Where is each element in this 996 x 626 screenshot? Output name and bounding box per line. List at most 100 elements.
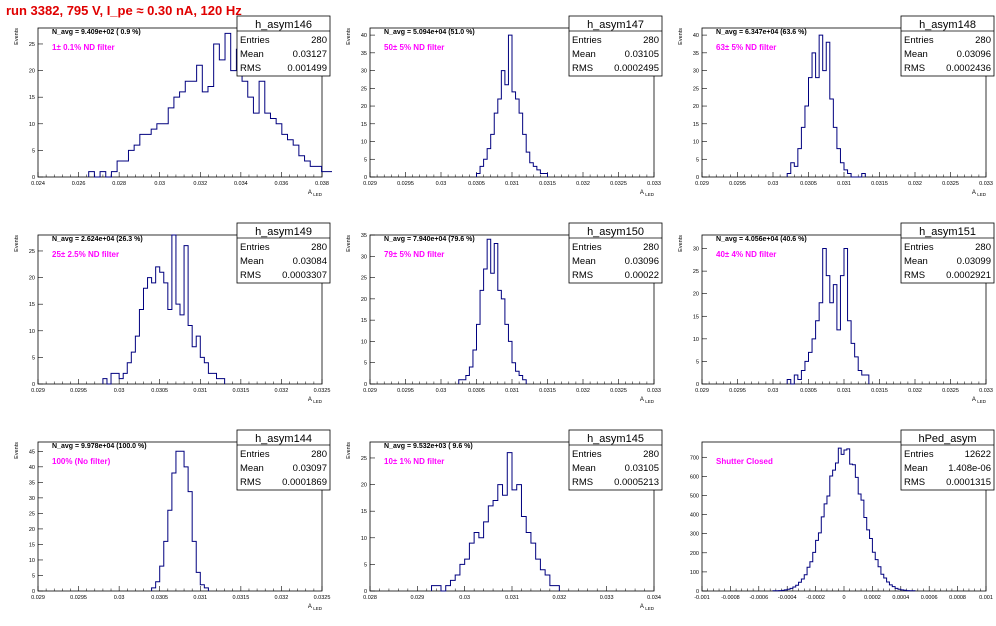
- x-tick-label: -0.001: [694, 595, 710, 601]
- x-tick-label: 0.032: [275, 388, 289, 394]
- stats-label: Entries: [240, 35, 270, 46]
- x-tick-label: 0.03: [768, 388, 779, 394]
- y-tick-label: 0: [364, 589, 367, 595]
- stats-value: 0.0005213: [614, 477, 659, 488]
- stats-box: h_asym148 Entries 280 Mean 0.03096 RMS 0.00024…: [900, 15, 995, 77]
- y-tick-label: 10: [361, 536, 367, 542]
- x-axis-title: A LED: [308, 190, 323, 197]
- stats-box-frame: [236, 429, 331, 491]
- x-tick-label: 0.031: [837, 181, 851, 187]
- stats-box-frame: [568, 222, 663, 284]
- histogram-svg: 0.029 0.0295 0.03 0.0305 0.031 0.0315 0.032 0.0…: [14, 222, 331, 404]
- y-tick-label: 20: [361, 104, 367, 110]
- y-tick-label: 40: [693, 33, 699, 39]
- y-tick-label: 20: [29, 527, 35, 533]
- histogram-name: h_asym144: [255, 433, 312, 445]
- x-tick-label: 0.0325: [610, 388, 627, 394]
- stats-value: 280: [643, 242, 659, 253]
- stats-value: 280: [975, 242, 991, 253]
- stats-label: Entries: [904, 449, 934, 460]
- stats-value: 280: [311, 449, 327, 460]
- y-tick-label: 45: [29, 449, 35, 455]
- histogram-svg: 0.029 0.0295 0.03 0.0305 0.031 0.0315 0.032 0.0…: [678, 222, 995, 404]
- stats-value: 0.0002921: [946, 270, 991, 281]
- run-title: run 3382, 795 V, I_pe ≈ 0.30 nA, 120 Hz: [6, 3, 242, 18]
- stats-box-frame: [568, 429, 663, 491]
- navg-label: N_avg = 9.978e+04 (100.0 %): [52, 443, 147, 450]
- x-axis-title: A LED: [308, 604, 323, 611]
- stats-value: 0.03099: [957, 256, 991, 267]
- stats-label: RMS: [572, 477, 593, 488]
- stats-value: 280: [311, 35, 327, 46]
- y-axis-title: Events: [678, 235, 684, 252]
- plot-frame: [37, 441, 323, 592]
- y-tick-label: 25: [361, 86, 367, 92]
- x-tick-label: 0.034: [234, 181, 248, 187]
- stats-box: hPed_asym Entries 12622 Mean 1.408e-06 RMS 0.0…: [900, 429, 995, 491]
- x-tick-label: 0.0002: [864, 595, 881, 601]
- stats-label: Entries: [904, 35, 934, 46]
- x-tick-label: 0.0305: [800, 388, 817, 394]
- x-tick-label: 0.0325: [314, 388, 331, 394]
- x-tick-label: 0.031: [505, 181, 519, 187]
- x-tick-label: 0.03: [459, 595, 470, 601]
- stats-label: Entries: [572, 449, 602, 460]
- y-tick-label: 0: [32, 175, 35, 181]
- y-axis-title: Events: [14, 235, 20, 252]
- x-tick-label: 0.033: [979, 388, 993, 394]
- x-tick-label: 0.03: [114, 388, 125, 394]
- y-tick-label: 10: [29, 329, 35, 335]
- x-tick-label: 0.036: [275, 181, 289, 187]
- x-tick-label: 0.029: [31, 595, 45, 601]
- stats-label: Mean: [240, 256, 264, 267]
- y-tick-label: 600: [690, 474, 699, 480]
- y-tick-label: 0: [364, 175, 367, 181]
- stats-label: Mean: [904, 463, 928, 474]
- x-tick-label: 0.0305: [151, 388, 168, 394]
- x-tick-label: 0.03: [436, 388, 447, 394]
- stats-label: Mean: [240, 49, 264, 60]
- x-tick-label: 0.032: [193, 181, 207, 187]
- stats-value: 280: [311, 242, 327, 253]
- histogram-bins: [476, 34, 548, 177]
- filter-label: 79± 5% ND filter: [384, 250, 444, 259]
- histogram-bins: [458, 238, 527, 384]
- y-tick-label: 30: [693, 69, 699, 75]
- y-tick-label: 20: [29, 69, 35, 75]
- filter-label: 63± 5% ND filter: [716, 43, 776, 52]
- navg-label: N_avg = 2.624e+04 (26.3 %): [52, 236, 143, 243]
- x-tick-label: 0.0008: [949, 595, 966, 601]
- histogram-svg: 0.029 0.0295 0.03 0.0305 0.031 0.0315 0.032 0.0…: [678, 15, 995, 197]
- x-tick-label: 0.031: [193, 595, 207, 601]
- x-tick-label: 0.029: [363, 181, 377, 187]
- y-tick-label: 10: [29, 122, 35, 128]
- x-tick-label: 0.029: [31, 388, 45, 394]
- histogram-name: h_asym148: [919, 19, 976, 31]
- y-axis-title: Events: [14, 442, 20, 459]
- y-tick-label: 5: [696, 157, 699, 163]
- x-axis-title: A LED: [640, 397, 655, 404]
- x-tick-label: 0.029: [363, 388, 377, 394]
- y-tick-label: 400: [690, 513, 699, 519]
- y-tick-label: 25: [693, 269, 699, 275]
- y-axis-title: Events: [346, 235, 352, 252]
- y-tick-label: 10: [693, 337, 699, 343]
- y-tick-label: 40: [361, 33, 367, 39]
- y-tick-label: 15: [29, 542, 35, 548]
- stats-box-frame: [236, 222, 331, 284]
- stats-box: h_asym146 Entries 280 Mean 0.03127 RMS 0.00149…: [236, 15, 331, 77]
- y-tick-label: 35: [693, 51, 699, 57]
- y-tick-label: 15: [693, 122, 699, 128]
- x-tick-label: 0.032: [576, 181, 590, 187]
- histogram-svg: 0.029 0.0295 0.03 0.0305 0.031 0.0315 0.032 0.0…: [14, 429, 331, 611]
- x-tick-label: 0.03: [436, 181, 447, 187]
- stats-label: RMS: [240, 63, 261, 74]
- y-tick-label: 20: [29, 276, 35, 282]
- histogram-bins: [102, 234, 226, 385]
- y-tick-label: 5: [364, 157, 367, 163]
- histogram-bins: [786, 34, 866, 178]
- x-tick-label: 0.029: [695, 388, 709, 394]
- x-tick-label: 0.033: [979, 181, 993, 187]
- y-tick-label: 25: [693, 86, 699, 92]
